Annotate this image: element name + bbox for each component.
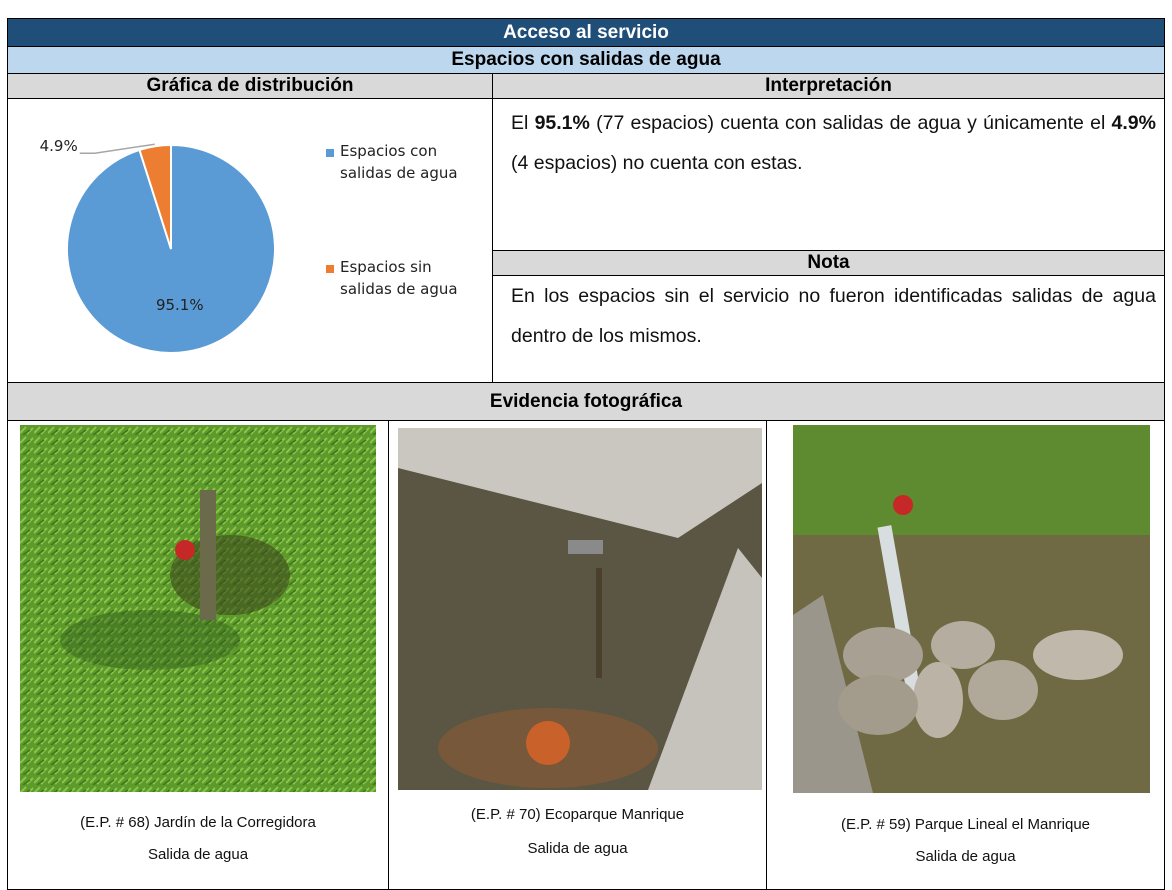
- photo: [398, 428, 762, 790]
- data-label: 95.1%: [156, 296, 204, 314]
- photo: [20, 425, 376, 792]
- legend-swatch: [326, 265, 334, 273]
- legend-swatch: [326, 149, 334, 157]
- interpretation: El 95.1% (77 espacios) cuenta con salida…: [492, 98, 1165, 251]
- photo: [793, 425, 1150, 793]
- text: 95.1%: [534, 112, 590, 134]
- legend-label: Espacios sin salidas de agua: [340, 258, 458, 298]
- photo-label: Salida de agua: [915, 848, 1016, 865]
- note-text: En los espacios sin el servicio no fuero…: [492, 275, 1165, 383]
- subtitle: Espacios con salidas de agua: [7, 46, 1165, 74]
- photo-label: Salida de agua: [527, 840, 628, 857]
- data-label: 4.9%: [40, 137, 78, 155]
- chart-cell: 95.1% 4.9% Espacios con salidas de agua E…: [7, 98, 493, 383]
- column-header: Gráfica de distribución: [7, 73, 493, 99]
- leader-line: [79, 143, 155, 155]
- photo-label: Salida de agua: [147, 846, 249, 863]
- text: Evidencia fotográfica: [489, 390, 683, 412]
- column-header: Interpretación: [492, 73, 1165, 99]
- title: Acceso al servicio: [7, 18, 1165, 47]
- photo-caption: (E.P. # 70) Ecoparque Manrique: [470, 806, 685, 823]
- photo-caption: (E.P. # 68) Jardín de la Corregidora: [80, 814, 316, 831]
- text: (4 espacios) no cuenta con estas.: [511, 152, 803, 174]
- pie-chart: 95.1% 4.9%: [40, 137, 276, 354]
- text: (77 espacios) cuenta con salidas de agua…: [589, 112, 1112, 134]
- note-title: Nota: [492, 250, 1165, 276]
- photo-caption: (E.P. # 59) Parque Lineal el Manrique: [840, 816, 1091, 833]
- evidence-title: Evidencia fotográfica: [7, 382, 1165, 421]
- text: 4.9%: [1111, 112, 1156, 134]
- pie-slice: [138, 143, 172, 250]
- text: El: [511, 112, 535, 134]
- legend-label: Espacios con salidas de agua: [340, 142, 458, 182]
